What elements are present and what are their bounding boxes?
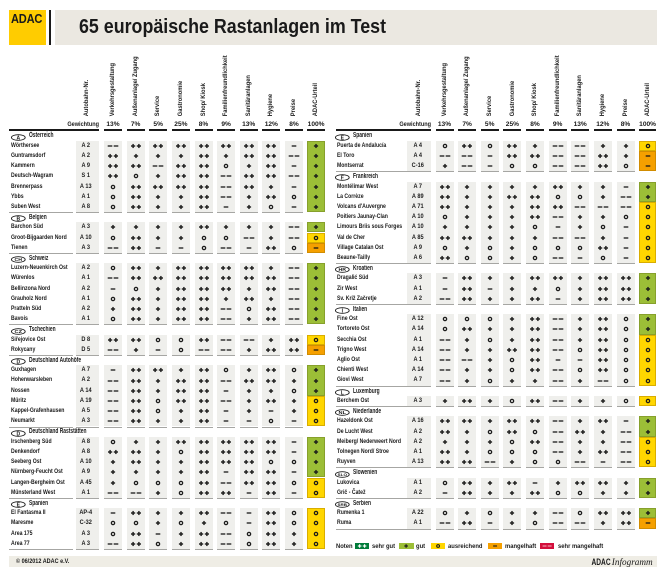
svg-text:HR: HR — [339, 267, 347, 272]
svg-text:A: A — [17, 135, 21, 141]
svg-text:F: F — [341, 176, 344, 182]
svg-text:CZ: CZ — [15, 329, 23, 334]
svg-text:B: B — [17, 217, 21, 223]
svg-text:D: D — [17, 431, 21, 437]
svg-text:L: L — [341, 390, 344, 396]
svg-text:E: E — [17, 502, 21, 508]
svg-text:CH: CH — [15, 257, 23, 262]
svg-text:SLO: SLO — [338, 472, 348, 476]
svg-text:I: I — [342, 308, 344, 314]
svg-text:NL: NL — [339, 410, 347, 415]
svg-text:SRB: SRB — [338, 503, 348, 507]
svg-text:E: E — [341, 135, 345, 141]
svg-text:D: D — [17, 359, 21, 365]
